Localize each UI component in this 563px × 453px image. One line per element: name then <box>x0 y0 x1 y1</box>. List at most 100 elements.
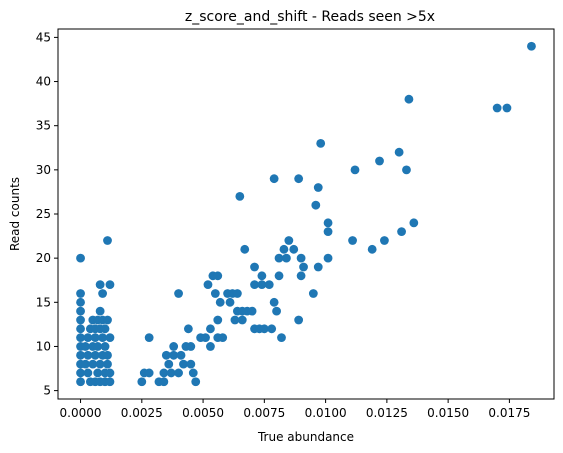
data-point <box>272 306 281 316</box>
data-point <box>527 41 536 51</box>
data-point <box>191 377 201 387</box>
data-point <box>250 280 259 290</box>
data-point <box>380 236 389 245</box>
data-point <box>144 333 154 343</box>
data-point <box>88 359 98 369</box>
data-point <box>95 280 105 290</box>
data-point <box>164 359 174 369</box>
data-point <box>174 289 183 298</box>
data-point <box>350 165 360 175</box>
y-tick-label: 30 <box>36 163 51 177</box>
data-point <box>492 103 502 113</box>
data-point <box>76 297 85 307</box>
data-point <box>206 324 215 334</box>
data-point <box>103 236 112 245</box>
data-point <box>90 350 100 360</box>
data-point <box>230 315 240 325</box>
data-point <box>159 377 169 387</box>
x-tick-label: 0.0125 <box>366 406 408 420</box>
y-tick-label: 35 <box>36 119 51 133</box>
data-point <box>76 253 85 263</box>
data-point <box>404 94 414 104</box>
y-tick-label: 45 <box>36 30 51 44</box>
data-point <box>144 368 154 378</box>
data-point <box>218 333 228 343</box>
data-point <box>95 306 105 316</box>
data-point <box>225 297 235 307</box>
data-point <box>294 315 304 325</box>
data-point <box>76 306 85 316</box>
data-point <box>313 262 323 272</box>
data-point <box>161 350 171 360</box>
data-point <box>105 333 115 343</box>
data-point <box>179 359 188 369</box>
data-point <box>247 306 257 316</box>
data-point <box>76 315 85 325</box>
data-point <box>103 350 112 360</box>
data-point <box>137 377 147 387</box>
data-point <box>264 280 274 290</box>
data-point <box>296 271 306 281</box>
data-point <box>257 280 267 290</box>
data-point <box>169 342 179 351</box>
y-tick-label: 25 <box>36 207 51 221</box>
x-axis-title: True abundance <box>257 430 354 444</box>
data-point <box>159 368 169 378</box>
data-point <box>294 174 304 184</box>
data-point <box>166 368 176 378</box>
data-point <box>402 165 411 175</box>
data-point <box>237 315 247 325</box>
data-point <box>259 324 269 334</box>
data-point <box>240 244 250 254</box>
data-point <box>296 253 306 263</box>
points-layer <box>76 41 536 387</box>
data-point <box>83 333 93 343</box>
data-point <box>274 253 284 263</box>
data-point <box>186 342 196 351</box>
data-point <box>282 253 291 263</box>
data-point <box>93 342 103 351</box>
data-point <box>284 236 294 245</box>
data-point <box>188 368 198 378</box>
data-point <box>206 342 215 351</box>
data-point <box>235 191 245 201</box>
data-point <box>394 147 404 157</box>
data-point <box>103 359 112 369</box>
y-axis-title: Read counts <box>8 177 22 251</box>
data-point <box>215 297 225 307</box>
plot-frame <box>57 28 555 400</box>
data-point <box>183 324 193 334</box>
y-axis: 5 10 15 20 25 30 35 40 45 <box>36 30 58 398</box>
data-point <box>502 103 512 113</box>
data-point <box>267 324 277 334</box>
x-tick-label: 0.0175 <box>488 406 530 420</box>
y-tick-label: 10 <box>36 339 51 353</box>
data-point <box>83 350 93 360</box>
data-point <box>76 377 85 387</box>
data-point <box>93 368 103 378</box>
data-point <box>176 350 186 360</box>
data-point <box>213 271 223 281</box>
x-tick-label: 0.0150 <box>427 406 469 420</box>
data-point <box>81 342 90 351</box>
data-point <box>375 156 384 166</box>
data-point <box>83 368 93 378</box>
data-point <box>308 289 318 298</box>
data-point <box>299 262 308 272</box>
x-tick-label: 0.0100 <box>305 406 347 420</box>
data-point <box>269 174 279 184</box>
data-point <box>316 138 326 148</box>
x-tick-label: 0.0025 <box>121 406 163 420</box>
data-point <box>409 218 419 228</box>
data-point <box>279 244 289 254</box>
data-point <box>323 227 333 237</box>
data-point <box>274 271 284 281</box>
data-point <box>98 333 107 343</box>
data-point <box>313 183 323 192</box>
data-point <box>203 280 213 290</box>
data-point <box>311 200 321 210</box>
data-point <box>201 333 210 343</box>
data-point <box>98 289 107 298</box>
data-point <box>100 324 110 334</box>
